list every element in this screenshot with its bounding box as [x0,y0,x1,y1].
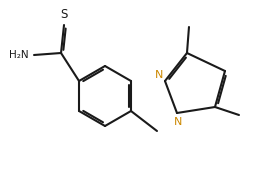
Text: N: N [155,70,163,80]
Text: S: S [60,8,68,21]
Text: N: N [174,117,182,127]
Text: H₂N: H₂N [10,50,29,60]
